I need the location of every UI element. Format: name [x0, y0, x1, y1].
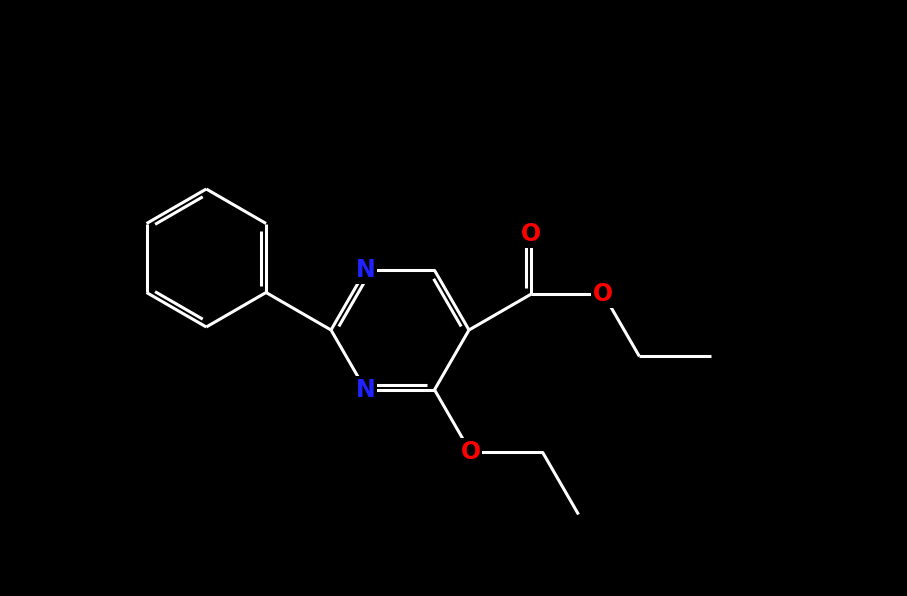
Text: N: N — [356, 258, 375, 283]
Text: O: O — [461, 440, 481, 464]
Text: O: O — [522, 222, 541, 246]
Text: N: N — [356, 378, 375, 402]
Text: O: O — [593, 282, 613, 306]
